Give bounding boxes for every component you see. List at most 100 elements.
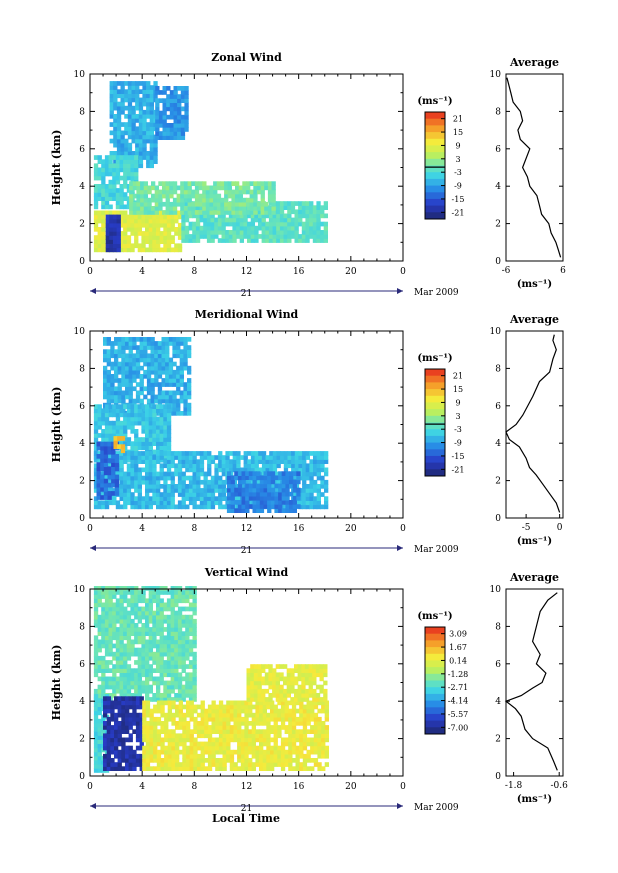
heatmap-cell <box>147 197 152 203</box>
heatmap-cell <box>280 749 286 755</box>
heatmap-cell <box>218 492 223 497</box>
heatmap-cell <box>108 429 113 434</box>
heatmap-cell <box>106 758 111 763</box>
heatmap-cell <box>113 159 118 164</box>
heatmap-cell <box>254 213 259 219</box>
heatmap-cell <box>312 234 318 239</box>
heatmap-cell <box>101 192 106 197</box>
heatmap-cell <box>193 729 198 734</box>
heatmap-cell <box>170 586 175 591</box>
heatmap-cell <box>206 230 212 235</box>
heatmap-cell <box>152 635 157 641</box>
heatmap-cell <box>125 758 130 763</box>
heatmap-cell <box>119 488 124 493</box>
heatmap-cell <box>134 631 139 636</box>
heatmap-cell <box>135 81 140 86</box>
heatmap-cell <box>312 238 318 243</box>
heatmap-cell <box>134 159 139 164</box>
heatmap-cell <box>206 213 212 219</box>
heatmap-cell <box>262 766 267 771</box>
heatmap-cell <box>167 745 172 751</box>
heatmap-cell <box>120 130 125 136</box>
heatmap-cell <box>203 217 208 223</box>
heatmap-cell <box>97 660 102 665</box>
heatmap-cell <box>280 766 286 771</box>
heatmap-cell <box>101 429 106 434</box>
heatmap-cell <box>259 716 264 722</box>
colorbar-segment <box>425 112 445 120</box>
heatmap-cell <box>268 217 274 223</box>
heatmap-cell <box>142 151 147 156</box>
heatmap-cell <box>177 479 183 485</box>
heatmap-cell <box>166 590 172 595</box>
heatmap-cell <box>192 484 197 489</box>
heatmap-cell <box>294 455 300 460</box>
heatmap-cell <box>161 390 166 396</box>
heatmap-cell <box>116 227 121 232</box>
heatmap-cell <box>198 210 203 215</box>
heatmap-cell <box>93 200 99 206</box>
heatmap-cell <box>145 231 150 236</box>
heatmap-cell <box>114 337 119 342</box>
heatmap-cell <box>256 185 262 191</box>
heatmap-cell <box>113 239 118 244</box>
heatmap-cell <box>134 167 139 173</box>
heatmap-cell <box>97 159 102 164</box>
heatmap-cell <box>159 457 164 463</box>
heatmap-cell <box>127 118 133 123</box>
heatmap-cell <box>188 455 194 460</box>
heatmap-cell <box>235 197 240 203</box>
heatmap-cell <box>137 479 142 485</box>
heatmap-cell <box>316 492 321 497</box>
heatmap-cell <box>146 159 151 164</box>
heatmap-cell <box>128 749 133 755</box>
heatmap-cell <box>157 394 163 400</box>
heatmap-cell <box>244 708 249 714</box>
heatmap-cell <box>218 488 223 493</box>
heatmap-cell <box>253 189 258 195</box>
heatmap-cell <box>200 721 205 726</box>
heatmap-cell <box>131 122 136 127</box>
heatmap-cell <box>191 193 196 199</box>
heatmap-cell <box>169 90 175 95</box>
heatmap-cell <box>259 475 265 481</box>
heatmap-cell <box>153 725 158 730</box>
heatmap-cell <box>139 365 144 371</box>
heatmap-cell <box>273 716 278 722</box>
heatmap-cell <box>126 610 132 616</box>
heatmap-cell <box>244 762 249 767</box>
heatmap-cell <box>171 729 176 734</box>
heatmap-cell <box>141 479 146 485</box>
heatmap-cell <box>117 741 122 747</box>
heatmap-cell <box>115 451 121 456</box>
heatmap-cell <box>220 181 225 186</box>
heatmap-cell <box>110 398 115 404</box>
heatmap-cell <box>112 614 117 620</box>
heatmap-cell <box>100 466 105 472</box>
heatmap-cell <box>156 704 162 710</box>
heatmap-cell <box>119 504 124 510</box>
heatmap-cell <box>183 361 188 367</box>
heatmap-cell <box>298 455 303 460</box>
heatmap-cell <box>163 647 168 653</box>
heatmap-cell <box>244 712 249 718</box>
heatmap-cell <box>168 378 174 383</box>
heatmap-cell <box>128 390 133 396</box>
heatmap-cell <box>135 105 140 111</box>
heatmap-cell <box>141 404 146 409</box>
heatmap-cell <box>179 378 184 383</box>
heatmap-cell <box>284 753 289 759</box>
heatmap-cell <box>259 729 264 734</box>
heatmap-cell <box>243 213 248 219</box>
heatmap-cell <box>100 478 105 484</box>
heatmap-cell <box>112 210 117 216</box>
heatmap-cell <box>145 500 150 506</box>
heatmap-cell <box>121 725 126 730</box>
heatmap-cell <box>96 445 101 451</box>
heatmap-cell <box>263 491 268 497</box>
heatmap-cell <box>108 647 113 653</box>
heatmap-cell <box>101 196 106 201</box>
heatmap-cell <box>93 429 99 434</box>
heatmap-cell <box>142 729 147 734</box>
heatmap-cell <box>93 408 99 414</box>
